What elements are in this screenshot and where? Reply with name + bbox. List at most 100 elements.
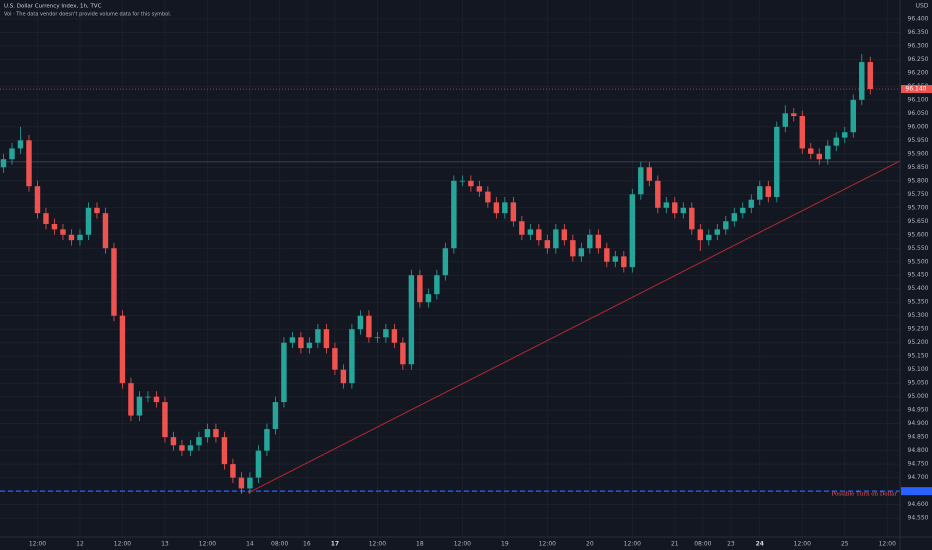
candle-body [434,275,440,295]
candle-body [765,186,772,197]
y-tick-label: 95.050 [908,380,929,387]
candle-body [281,342,287,403]
y-tick-label: 95.800 [908,177,929,184]
x-tick-label: 12:00 [794,541,811,548]
x-tick-label: 18 [416,541,424,548]
candle-body [451,180,457,249]
plot-area [0,0,900,537]
candle-body [553,229,559,249]
candle-body [850,99,856,133]
candle-body [162,402,168,438]
x-tick-label: 23 [727,541,735,548]
candle-body [366,315,372,338]
y-tick-label: 94.950 [908,407,929,414]
y-tick-label: 95.200 [908,339,929,346]
x-tick-label: 12:00 [199,541,216,548]
candle-body [264,429,270,451]
candle-body [255,450,262,478]
candle-body [663,202,670,208]
candle-body [825,145,831,160]
y-tick-label: 96.050 [908,110,929,117]
candle-body [519,221,525,235]
y-tick-label: 95.400 [908,285,929,292]
candle-body [697,229,704,241]
candle-body [298,337,304,349]
annotation: Possible Turn on Dollar [832,492,898,498]
y-tick-label: 95.500 [908,258,929,265]
candle-body [68,234,75,241]
y-tick-label: 96.250 [908,56,929,63]
y-tick-label: 95.000 [908,393,929,400]
y-tick-label: 95.950 [908,137,929,144]
candle-body [111,248,117,316]
candle-body [629,194,636,268]
y-tick-label: 95.350 [908,299,929,306]
y-tick-label: 94.700 [908,474,929,481]
candle-body [459,180,466,182]
candle-body [357,315,364,330]
candle-body [544,240,551,249]
x-tick-label: 16 [303,541,311,548]
candle-body [145,396,151,398]
candle-body [77,234,83,241]
candle-body [272,402,279,430]
candle-body [485,191,491,203]
candle-body [536,229,542,241]
candle-body [867,62,873,90]
x-tick-label: 12:00 [539,541,556,548]
y-tick-label: 95.600 [908,231,929,238]
trendline [247,160,900,494]
candle-body [119,315,126,384]
candle-body [621,256,627,268]
x-tick-label: 24 [756,541,764,548]
x-tick-label: 12:00 [454,541,471,548]
candle-body [179,445,185,451]
candle-body [510,202,517,222]
candle-body [417,275,423,303]
candle-body [791,113,797,117]
y-tick-label: 95.700 [908,204,929,211]
level-label-box [901,487,932,496]
chart-subtitle: Vol · The data vendor doesn't provide vo… [4,12,172,18]
last-price-label: 96.140 [906,86,927,93]
candle-body [502,202,508,214]
candle-body [221,437,228,465]
y-tick-label: 94.800 [908,447,929,454]
candle-body [425,294,432,303]
y-tick-label: 95.100 [908,366,929,373]
candle-body [638,167,644,195]
candle-body [400,342,406,365]
candle-body [170,437,177,446]
candle-body [442,248,449,276]
x-tick-label: 20 [586,541,594,548]
candle-body [213,429,219,438]
y-tick-label: 94.550 [908,515,929,522]
candle-body [383,329,389,338]
y-tick-label: 95.850 [908,164,929,171]
x-tick-label: 12 [76,541,84,548]
last-price-box [901,85,932,94]
candle-body [476,186,483,192]
candle-body [128,383,134,416]
candle-body [136,396,143,416]
y-tick-label: 95.750 [908,191,929,198]
candle-body [527,229,534,235]
x-tick-label: 12:00 [879,541,896,548]
candle-body [706,234,712,241]
y-tick-label: 94.850 [908,434,929,441]
x-tick-label: 25 [841,541,849,548]
x-tick-label: 13 [161,541,169,548]
candle-body [349,329,355,384]
x-tick-label: 14 [246,541,254,548]
candle-body [247,477,253,489]
y-tick-label: 96.300 [908,42,929,49]
candle-body [604,248,610,262]
candle-body [731,213,738,222]
x-tick-label: 19 [501,541,509,548]
y-tick-label: 95.900 [908,150,929,157]
candle-body [26,140,32,187]
candle-body [816,153,822,160]
candle-body [332,348,338,370]
candle-body [740,207,746,214]
y-tick-label: 95.450 [908,272,929,279]
